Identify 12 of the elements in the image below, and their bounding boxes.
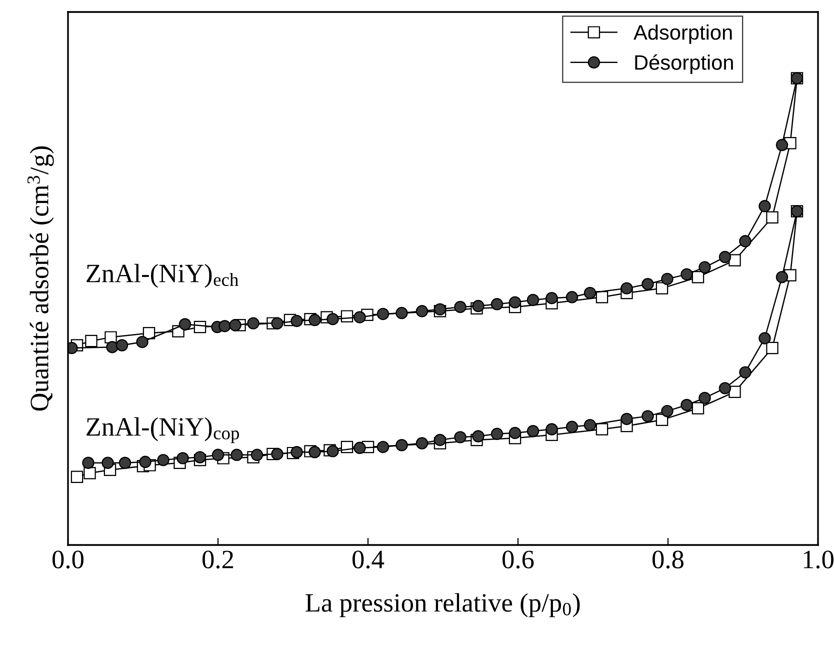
x-tick-label: 0.8 [652, 550, 684, 569]
x-axis-title: La pression relative (p/p$_{0}$) [306, 593, 580, 618]
annotation: ZnAl-(NiY)$_{cop}$ [86, 417, 240, 444]
x-tick-label: 0.2 [202, 550, 234, 569]
legend-label: Désorption [635, 54, 733, 74]
legend-label: Adsorption [634, 24, 732, 44]
annotation: ZnAl-(NiY)$_{ech}$ [86, 264, 238, 288]
x-tick-label: 0.4 [352, 550, 384, 569]
x-tick-label: 0.6 [502, 550, 534, 569]
x-tick-label: 1.0 [804, 550, 834, 569]
y-axis-title: Quantité adsorbé (cm$^{3}$/g) [27, 146, 54, 411]
x-tick-label: 0.0 [52, 550, 84, 569]
